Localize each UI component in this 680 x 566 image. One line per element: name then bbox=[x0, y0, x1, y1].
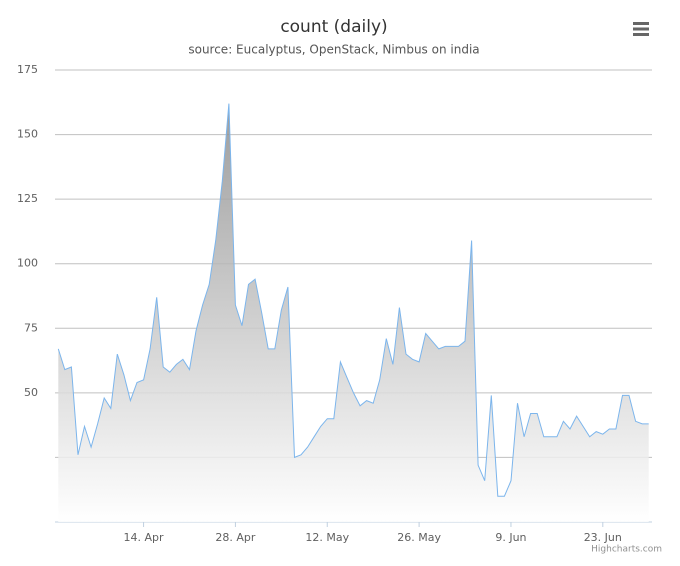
y-tick-label: 125 bbox=[17, 192, 38, 205]
y-tick-label: 150 bbox=[17, 128, 38, 141]
x-tick-label: 14. Apr bbox=[124, 531, 164, 544]
chart-subtitle: source: Eucalyptus, OpenStack, Nimbus on… bbox=[188, 43, 479, 57]
area-line bbox=[57, 103, 649, 497]
y-tick-label: 75 bbox=[24, 321, 38, 334]
credits[interactable]: Highcharts.com bbox=[591, 545, 662, 555]
menu-button[interactable] bbox=[626, 16, 656, 42]
y-tick-label: 50 bbox=[24, 386, 38, 399]
x-tick-label: 26. May bbox=[397, 531, 441, 544]
y-tick-label: 175 bbox=[17, 63, 38, 76]
y-tick-label: 100 bbox=[17, 257, 38, 270]
menu-icon[interactable] bbox=[633, 22, 649, 36]
x-tick-label: 28. Apr bbox=[215, 531, 255, 544]
x-tick-label: 23. Jun bbox=[584, 531, 622, 544]
x-tick-label: 9. Jun bbox=[495, 531, 526, 544]
area-fill bbox=[58, 103, 649, 522]
chart-title: count (daily) bbox=[280, 17, 387, 37]
x-tick-label: 12. May bbox=[305, 531, 349, 544]
